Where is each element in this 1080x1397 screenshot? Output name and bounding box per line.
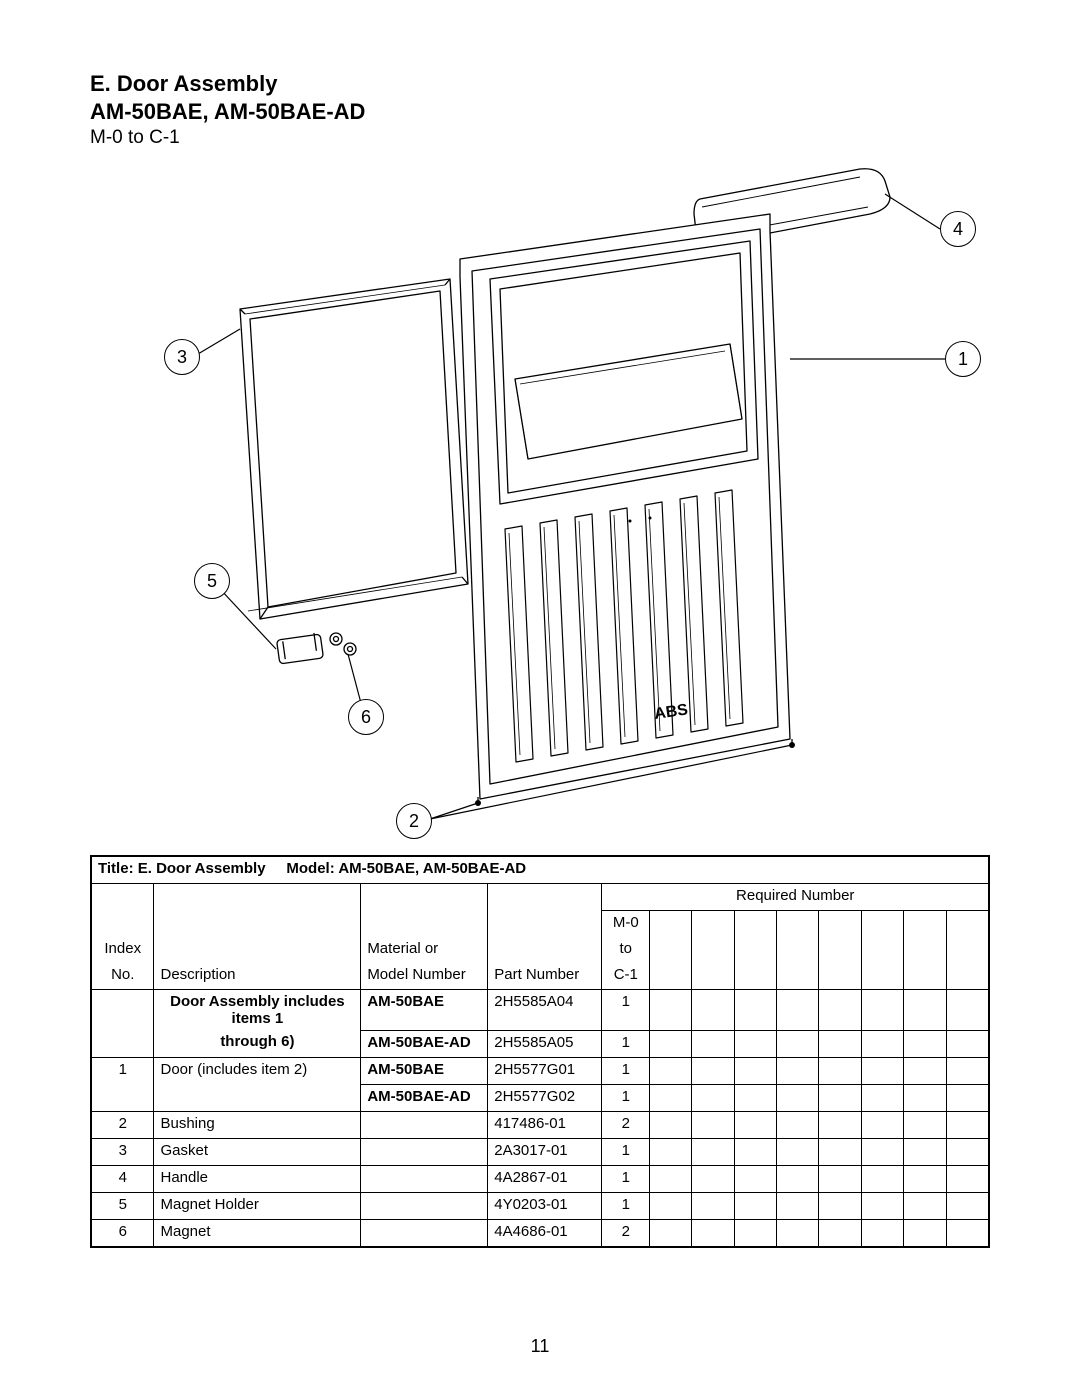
table-row: Door Assembly includes items 1 AM-50BAE … bbox=[91, 990, 989, 1031]
section-title: E. Door Assembly bbox=[90, 70, 990, 98]
part-magnet bbox=[330, 633, 356, 655]
part-gasket bbox=[240, 279, 468, 619]
table-header-row-2: M-0 bbox=[91, 911, 989, 938]
section-header: E. Door Assembly AM-50BAE, AM-50BAE-AD M… bbox=[90, 70, 990, 149]
parts-table: Title: E. Door Assembly Model: AM-50BAE,… bbox=[90, 855, 990, 1248]
range-c1: C-1 bbox=[602, 963, 650, 990]
material-header-top: Material or bbox=[361, 937, 488, 963]
range-m0: M-0 bbox=[602, 911, 650, 938]
callout-2: 2 bbox=[396, 803, 432, 839]
callout-5: 5 bbox=[194, 563, 230, 599]
index-header-bot: No. bbox=[91, 963, 154, 990]
table-row: 1 Door (includes item 2) AM-50BAE 2H5577… bbox=[91, 1057, 989, 1084]
table-row: 5 Magnet Holder 4Y0203-01 1 bbox=[91, 1192, 989, 1219]
required-number-header: Required Number bbox=[602, 884, 989, 911]
table-header-row-4: No. Description Model Number Part Number… bbox=[91, 963, 989, 990]
table-title-row: Title: E. Door Assembly Model: AM-50BAE,… bbox=[91, 856, 989, 884]
description-header: Description bbox=[154, 963, 361, 990]
callout-4: 4 bbox=[940, 211, 976, 247]
range-to: to bbox=[602, 937, 650, 963]
page-number: 11 bbox=[0, 1336, 1080, 1357]
part-magnet-holder bbox=[277, 633, 324, 664]
table-title: Title: E. Door Assembly bbox=[98, 860, 266, 877]
page: E. Door Assembly AM-50BAE, AM-50BAE-AD M… bbox=[0, 0, 1080, 1397]
callout-3: 3 bbox=[164, 339, 200, 375]
table-row: 3 Gasket 2A3017-01 1 bbox=[91, 1138, 989, 1165]
part-header: Part Number bbox=[488, 963, 602, 990]
table-row: through 6) AM-50BAE-AD 2H5585A05 1 bbox=[91, 1030, 989, 1057]
exploded-diagram: ABS bbox=[90, 159, 990, 849]
section-range: M-0 to C-1 bbox=[90, 127, 990, 149]
table-row: 2 Bushing 417486-01 2 bbox=[91, 1111, 989, 1138]
table-header-row-3: Index Material or to bbox=[91, 937, 989, 963]
callout-6: 6 bbox=[348, 699, 384, 735]
part-door-frame: ABS bbox=[460, 214, 790, 799]
table-header-row-1: Required Number bbox=[91, 884, 989, 911]
diagram-svg: ABS bbox=[90, 159, 990, 849]
table-row: 6 Magnet 4A4686-01 2 bbox=[91, 1219, 989, 1247]
table-row: AM-50BAE-AD 2H5577G02 1 bbox=[91, 1084, 989, 1111]
index-header-top: Index bbox=[91, 937, 154, 963]
callout-1: 1 bbox=[945, 341, 981, 377]
material-header-bot: Model Number bbox=[361, 963, 488, 990]
table-model: Model: AM-50BAE, AM-50BAE-AD bbox=[286, 860, 526, 877]
table-row: 4 Handle 4A2867-01 1 bbox=[91, 1165, 989, 1192]
section-models: AM-50BAE, AM-50BAE-AD bbox=[90, 98, 990, 126]
